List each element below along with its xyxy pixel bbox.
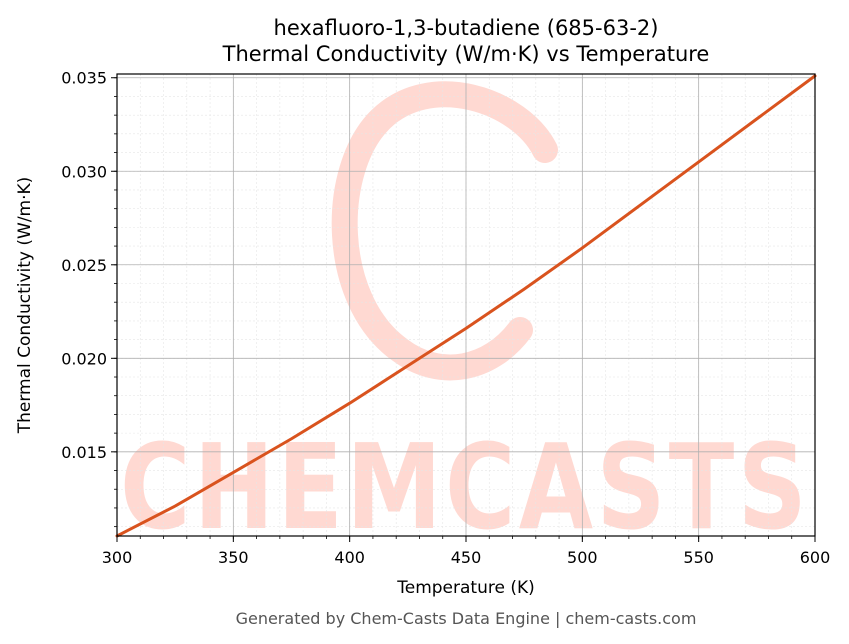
chart-subtitle: Thermal Conductivity (W/m·K) vs Temperat… [222,42,710,66]
y-axis-label: Thermal Conductivity (W/m·K) [15,177,35,435]
watermark-swirl [331,81,558,381]
y-tick-label: 0.025 [61,256,107,275]
x-axis-label: Temperature (K) [396,578,535,598]
chart-title: hexafluoro-1,3-butadiene (685-63-2) [274,16,659,40]
footer-credit: Generated by Chem-Casts Data Engine | ch… [236,609,697,628]
y-tick-label: 0.015 [61,443,107,462]
watermark: CHEMCASTS [120,81,810,556]
x-tick-label: 300 [102,548,133,567]
x-tick-label: 600 [800,548,831,567]
x-tick-label: 550 [683,548,714,567]
x-tick-label: 400 [334,548,365,567]
y-tick-label: 0.035 [61,69,107,88]
y-tick-label: 0.030 [61,162,107,181]
x-tick-label: 350 [218,548,249,567]
x-tick-label: 500 [567,548,598,567]
series-layer [115,74,817,538]
x-tick-labels: 300 350 400 450 500 550 600 [102,548,831,567]
y-tick-label: 0.020 [61,349,107,368]
axis-ticks [111,77,816,542]
x-tick-label: 450 [451,548,482,567]
series-line [115,74,817,538]
watermark-text: CHEMCASTS [120,418,810,556]
y-tick-labels: 0.015 0.020 0.025 0.030 0.035 [61,69,107,462]
